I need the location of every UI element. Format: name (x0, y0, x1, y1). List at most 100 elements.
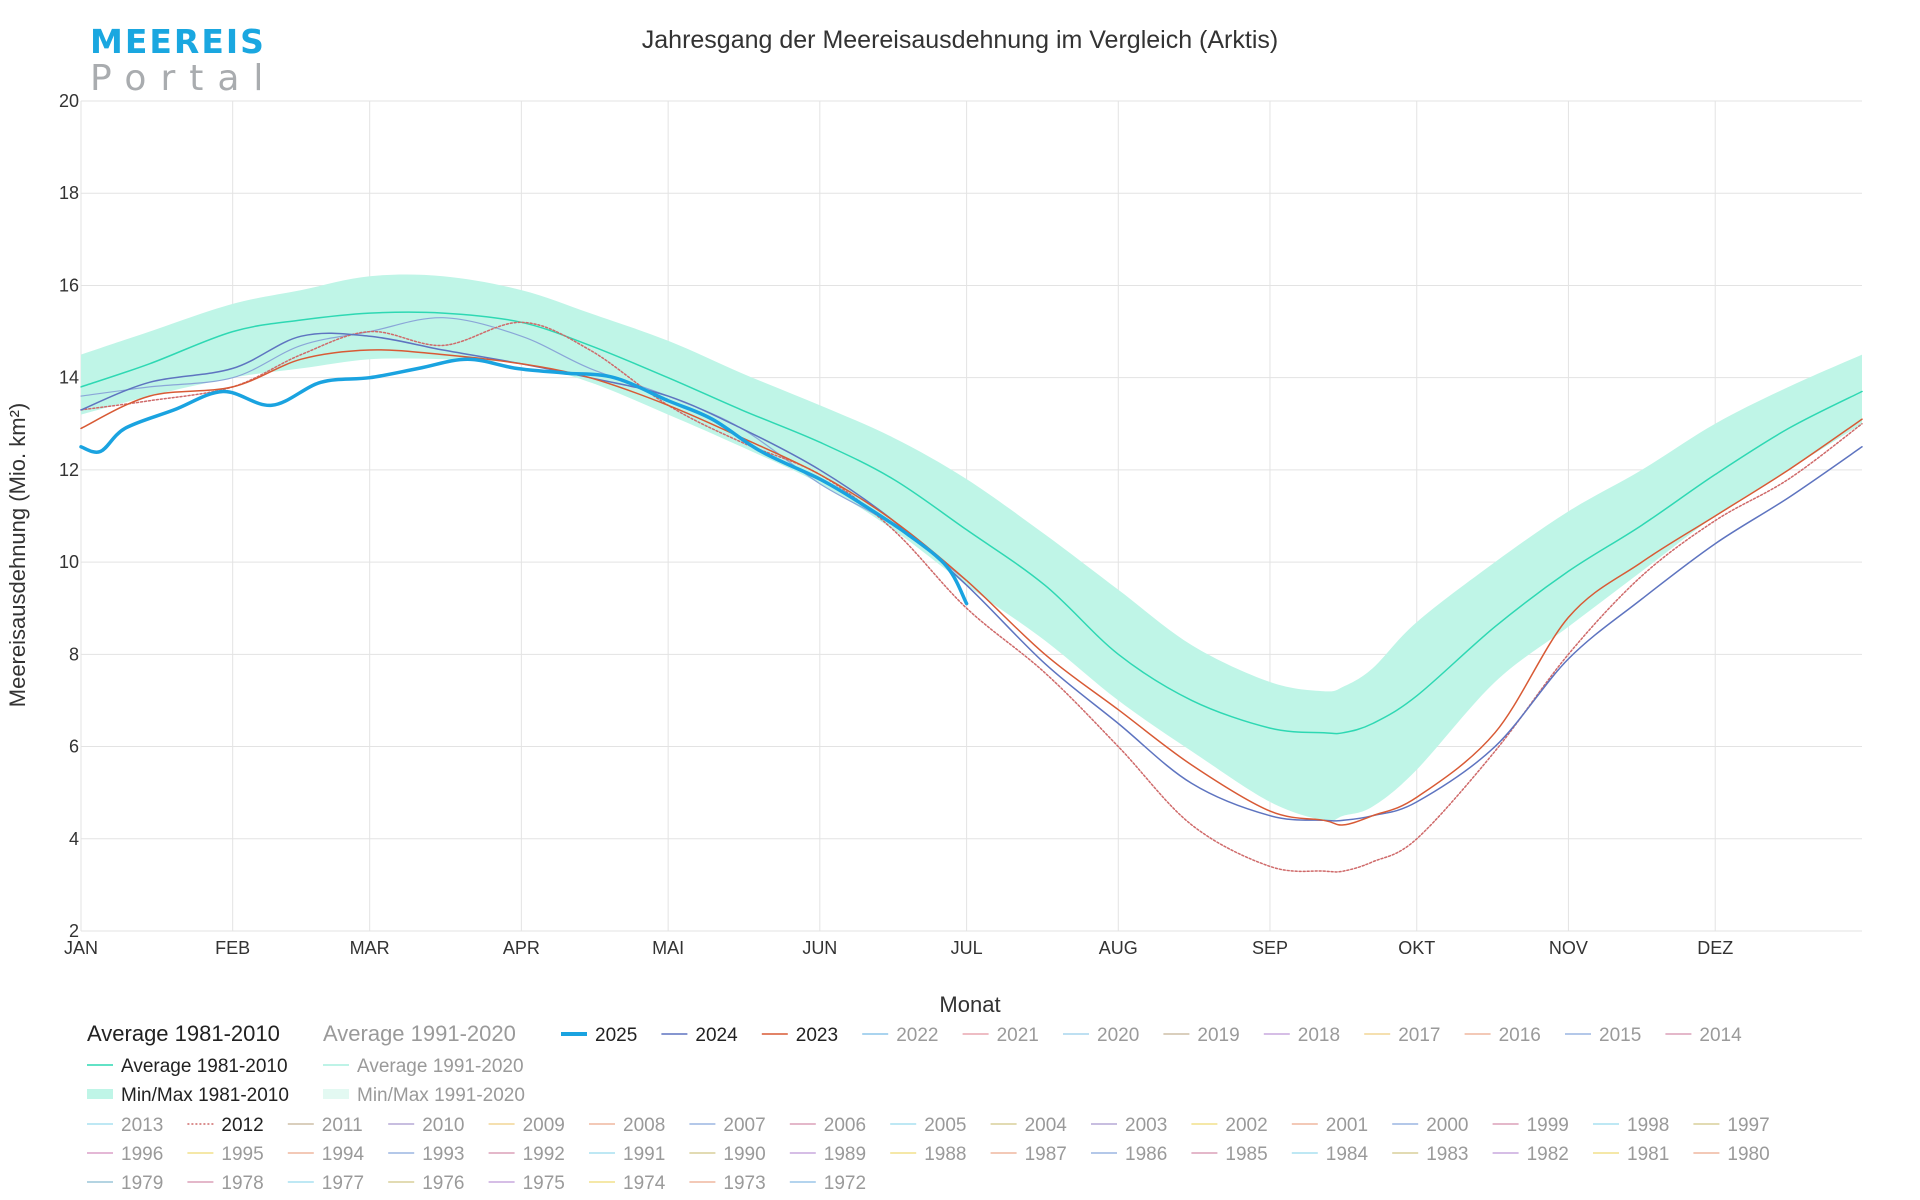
legend-item-min-max-1981-2010[interactable]: Min/Max 1981-2010 (87, 1085, 289, 1106)
y-tick-label-2: 2 (69, 921, 79, 941)
legend-item-2011[interactable]: 2011 (287, 1115, 363, 1136)
legend-item-label: 2007 (723, 1115, 765, 1136)
legend-item-2018[interactable]: 2018 (1263, 1025, 1340, 1046)
legend-item-label: 2006 (824, 1115, 866, 1136)
legend-item-1974[interactable]: 1974 (589, 1173, 666, 1194)
legend-item-1989[interactable]: 1989 (789, 1144, 866, 1165)
legend-item-2019[interactable]: 2019 (1163, 1025, 1240, 1046)
legend-item-1992[interactable]: 1992 (488, 1144, 565, 1165)
legend-item-2024[interactable]: 2024 (661, 1025, 738, 1046)
legend-item-2017[interactable]: 2017 (1364, 1025, 1440, 1046)
legend-item-label: 2014 (1699, 1025, 1742, 1046)
legend-item-2013[interactable]: 2013 (87, 1115, 163, 1136)
legend-item-label: 1997 (1727, 1115, 1769, 1136)
legend-item-1988[interactable]: 1988 (890, 1144, 966, 1165)
legend-item-label: 1976 (422, 1173, 464, 1194)
legend-item-label: 2011 (322, 1115, 363, 1136)
legend-item-2006[interactable]: 2006 (789, 1115, 866, 1136)
legend-item-label: 1972 (824, 1173, 866, 1194)
legend-item-label: 1988 (924, 1144, 966, 1165)
legend-item-1985[interactable]: 1985 (1191, 1144, 1268, 1165)
legend-item-1998[interactable]: 1998 (1593, 1115, 1669, 1136)
legend-item-1978[interactable]: 1978 (187, 1173, 264, 1194)
legend-item-1977[interactable]: 1977 (287, 1173, 364, 1194)
legend-item-1991[interactable]: 1991 (589, 1144, 665, 1165)
legend-item-1973[interactable]: 1973 (689, 1173, 766, 1194)
legend-item-2004[interactable]: 2004 (990, 1115, 1068, 1136)
legend-item-1981[interactable]: 1981 (1593, 1144, 1669, 1165)
x-axis-ticks: JAN FEB MAR APR MAI JUN JUL AUG SEP OKT NOV DEZ (64, 938, 1733, 958)
y-tick-label-14: 14 (59, 368, 79, 388)
legend-item-1972[interactable]: 1972 (789, 1173, 866, 1194)
legend-item-2021[interactable]: 2021 (962, 1025, 1039, 1046)
legend-item-2023[interactable]: 2023 (761, 1025, 838, 1046)
minmax-band-layer (81, 274, 1862, 821)
legend-item-1990[interactable]: 1990 (689, 1144, 766, 1165)
y-axis-label: Meereisausdehnung (Mio. km²) (5, 403, 30, 707)
legend-item-label: 2003 (1125, 1115, 1167, 1136)
legend-item-2020[interactable]: 2020 (1063, 1025, 1139, 1046)
legend-item-label: 1998 (1627, 1115, 1669, 1136)
legend-item-2012[interactable]: 2012 (187, 1115, 264, 1136)
logo-line-1: MEEREIS (90, 22, 266, 61)
legend-band-swatch (87, 1089, 113, 1099)
legend-group-header[interactable]: Average 1981-2010 (87, 1021, 280, 1046)
series-line-2020 (80, 317, 968, 582)
legend-item-1982[interactable]: 1982 (1492, 1144, 1569, 1165)
legend-item-2022[interactable]: 2022 (862, 1025, 938, 1046)
y-tick-label-12: 12 (59, 460, 79, 480)
y-tick-label-6: 6 (69, 737, 79, 757)
legend-band-swatch (323, 1089, 349, 1099)
legend-item-2015[interactable]: 2015 (1565, 1025, 1641, 1046)
legend-item-min-max-1991-2020[interactable]: Min/Max 1991-2020 (323, 1085, 525, 1106)
legend-item-2008[interactable]: 2008 (589, 1115, 665, 1136)
meereisportal-logo[interactable]: MEEREIS Portal (90, 22, 264, 102)
series-line-2024 (80, 332, 1863, 822)
legend-item-average-1981-2010[interactable]: Average 1981-2010 (87, 1056, 288, 1077)
legend-item-1987[interactable]: 1987 (990, 1144, 1067, 1165)
legend-group-header[interactable]: Average 1991-2020 (323, 1021, 516, 1046)
x-tick-label-apr: APR (503, 938, 540, 958)
legend-item-2001[interactable]: 2001 (1291, 1115, 1368, 1136)
legend-item-2016[interactable]: 2016 (1464, 1025, 1541, 1046)
legend-item-2014[interactable]: 2014 (1665, 1025, 1742, 1046)
x-tick-label-mar: MAR (350, 938, 390, 958)
legend-item-2009[interactable]: 2009 (488, 1115, 565, 1136)
legend-item-label: 2015 (1599, 1025, 1641, 1046)
legend-item-2005[interactable]: 2005 (890, 1115, 966, 1136)
series-line-average-1981-2010 (80, 311, 1863, 735)
legend-item-2003[interactable]: 2003 (1091, 1115, 1167, 1136)
y-axis-ticks: 2 4 6 8 10 12 14 16 18 20 (59, 91, 79, 941)
legend-item-2000[interactable]: 2000 (1392, 1115, 1468, 1136)
legend-item-label: 1983 (1426, 1144, 1468, 1165)
legend-item-2025[interactable]: 2025 (561, 1025, 637, 1046)
legend-item-2010[interactable]: 2010 (388, 1115, 464, 1136)
y-tick-label-8: 8 (69, 644, 79, 664)
legend-item-2007[interactable]: 2007 (689, 1115, 766, 1136)
legend-item-1999[interactable]: 1999 (1492, 1115, 1569, 1136)
legend-item-label: 2009 (523, 1115, 565, 1136)
legend-item-average-1991-2020[interactable]: Average 1991-2020 (323, 1056, 524, 1077)
legend-item-1984[interactable]: 1984 (1291, 1144, 1369, 1165)
x-tick-label-okt: OKT (1398, 938, 1435, 958)
x-tick-label-feb: FEB (215, 938, 250, 958)
y-tick-label-20: 20 (59, 91, 79, 111)
legend-item-1983[interactable]: 1983 (1392, 1144, 1468, 1165)
legend: Average 1981-2010 Average 1991-2020 Averag… (87, 1021, 1770, 1194)
legend-item-1995[interactable]: 1995 (187, 1144, 264, 1165)
legend-item-1976[interactable]: 1976 (388, 1173, 464, 1194)
minmax-1981-2010-band (81, 274, 1862, 821)
legend-item-2002[interactable]: 2002 (1191, 1115, 1268, 1136)
legend-item-1980[interactable]: 1980 (1693, 1144, 1770, 1165)
legend-item-label: 1986 (1125, 1144, 1167, 1165)
legend-item-1979[interactable]: 1979 (87, 1173, 163, 1194)
legend-item-1993[interactable]: 1993 (388, 1144, 464, 1165)
legend-item-1996[interactable]: 1996 (87, 1144, 163, 1165)
legend-item-label: 2013 (121, 1115, 163, 1136)
x-tick-label-sep: SEP (1252, 938, 1288, 958)
legend-item-1994[interactable]: 1994 (287, 1144, 365, 1165)
legend-item-1997[interactable]: 1997 (1693, 1115, 1770, 1136)
legend-item-1975[interactable]: 1975 (488, 1173, 565, 1194)
legend-item-label: 2008 (623, 1115, 665, 1136)
legend-item-1986[interactable]: 1986 (1091, 1144, 1167, 1165)
